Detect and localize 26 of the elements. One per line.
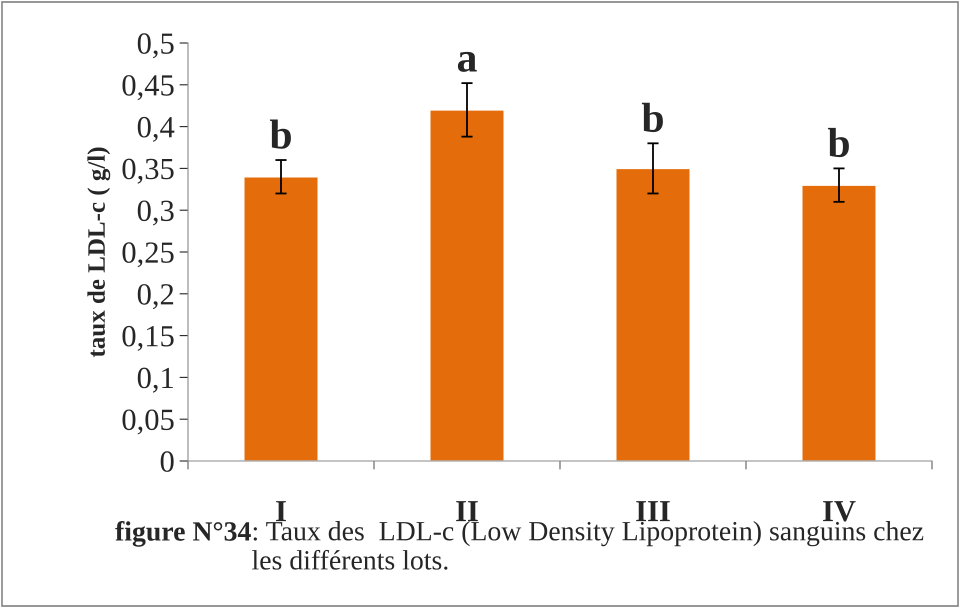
y-tick-label: 0,4 [138, 116, 174, 142]
x-tick-label: II [456, 501, 478, 522]
y-tick-label: 0,15 [122, 326, 174, 351]
y-tick-label: 0,2 [138, 284, 174, 310]
y-tick-label: 0 [160, 451, 174, 472]
annotation: b [270, 119, 291, 149]
y-tick-label: 0,3 [138, 200, 174, 226]
x-tick-label: IV [823, 501, 856, 522]
y-tick-label: 0,5 [138, 33, 174, 58]
y-tick-label: 0,05 [122, 409, 174, 434]
annotation: b [828, 128, 849, 158]
bar [429, 109, 505, 461]
bar [801, 184, 877, 461]
text: : Taux des LDL-c (Low Density Lipoprotein) sanguins chez les différents lots. [252, 521, 924, 570]
annotation: a [458, 52, 477, 72]
text: figure N°34 [115, 521, 251, 547]
y-axis-title: taux de LDL-c ( g/l) [87, 148, 110, 358]
bar [615, 168, 691, 461]
x-tick-label: I [276, 501, 286, 522]
y-tick-label: 0,45 [122, 75, 174, 100]
annotation: b [642, 102, 663, 132]
x-tick-label: III [636, 501, 670, 522]
bar [243, 176, 319, 461]
y-tick-label: 0,1 [138, 368, 173, 393]
y-tick-label: 0,25 [122, 242, 174, 268]
y-tick-label: 0,35 [122, 158, 174, 184]
